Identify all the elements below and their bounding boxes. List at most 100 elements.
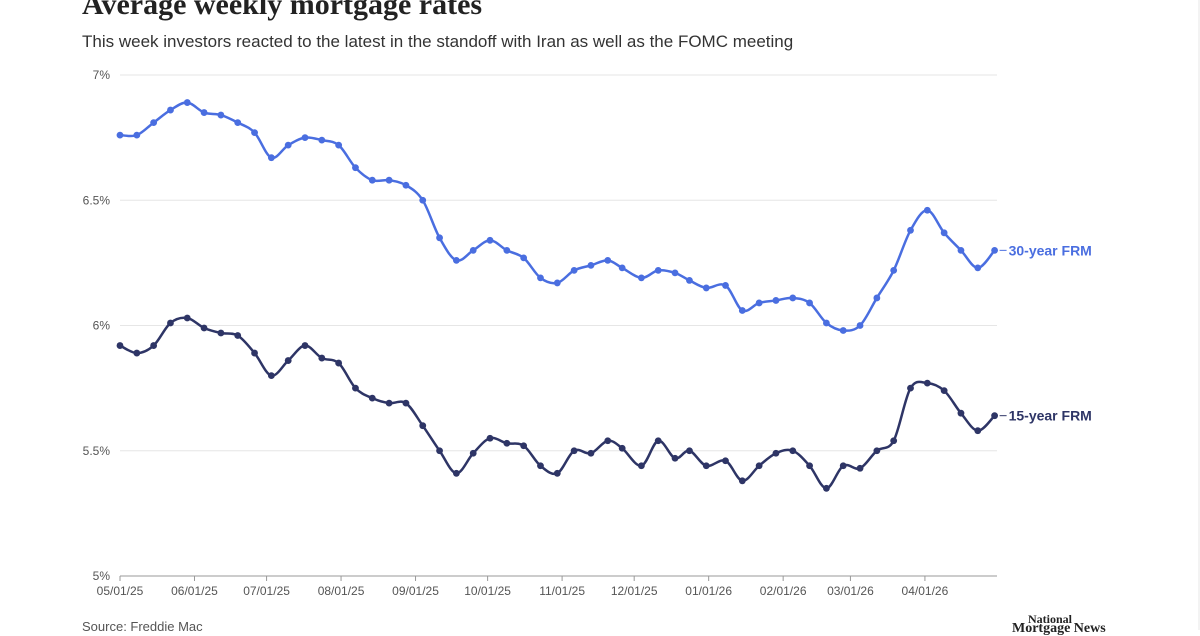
data-point-30-year-frm bbox=[352, 164, 359, 172]
data-point-15-year-frm bbox=[702, 462, 710, 470]
data-point-30-year-frm bbox=[873, 294, 881, 302]
data-point-15-year-frm bbox=[974, 427, 982, 435]
series-line-30-year-frm bbox=[119, 101, 996, 332]
data-point-30-year-frm bbox=[402, 181, 410, 189]
data-point-30-year-frm bbox=[772, 297, 780, 304]
x-tick-label: 06/01/25 bbox=[171, 584, 218, 598]
data-point-15-year-frm bbox=[839, 462, 847, 470]
data-point-30-year-frm bbox=[335, 141, 343, 149]
data-point-15-year-frm bbox=[335, 359, 343, 367]
logo-line-1: National bbox=[1028, 612, 1073, 626]
x-tick-label: 05/01/25 bbox=[97, 584, 144, 598]
data-point-15-year-frm bbox=[654, 437, 662, 445]
data-point-30-year-frm bbox=[116, 131, 124, 139]
data-point-30-year-frm bbox=[637, 274, 645, 282]
data-point-30-year-frm bbox=[654, 266, 662, 274]
data-point-30-year-frm bbox=[503, 246, 511, 254]
data-point-15-year-frm bbox=[553, 469, 561, 477]
data-point-30-year-frm bbox=[618, 264, 626, 272]
data-point-15-year-frm bbox=[200, 324, 208, 332]
data-point-30-year-frm bbox=[839, 327, 847, 334]
data-point-30-year-frm bbox=[722, 282, 729, 289]
data-point-30-year-frm bbox=[823, 319, 830, 327]
data-point-15-year-frm bbox=[991, 412, 998, 420]
data-point-30-year-frm bbox=[217, 111, 225, 119]
x-tick-label: 01/01/26 bbox=[685, 584, 732, 598]
data-point-15-year-frm bbox=[537, 462, 544, 470]
data-point-15-year-frm bbox=[957, 409, 965, 417]
data-point-30-year-frm bbox=[385, 176, 393, 184]
data-point-30-year-frm bbox=[251, 129, 258, 137]
data-point-15-year-frm bbox=[352, 384, 359, 392]
data-point-30-year-frm bbox=[486, 236, 494, 244]
data-point-15-year-frm bbox=[267, 372, 275, 379]
data-point-30-year-frm bbox=[452, 256, 460, 264]
data-point-30-year-frm bbox=[537, 274, 544, 282]
data-point-15-year-frm bbox=[469, 449, 477, 457]
data-point-15-year-frm bbox=[385, 399, 393, 407]
data-point-30-year-frm bbox=[702, 284, 710, 292]
data-point-30-year-frm bbox=[133, 131, 141, 139]
data-point-30-year-frm bbox=[957, 246, 965, 254]
data-point-30-year-frm bbox=[755, 299, 763, 307]
data-point-30-year-frm bbox=[553, 279, 561, 287]
data-point-15-year-frm bbox=[150, 342, 158, 349]
data-point-30-year-frm bbox=[907, 226, 914, 234]
data-point-15-year-frm bbox=[789, 447, 797, 455]
data-point-15-year-frm bbox=[587, 449, 595, 457]
data-point-15-year-frm bbox=[907, 384, 914, 392]
data-point-30-year-frm bbox=[284, 141, 292, 149]
source-note: Source: Freddie Mac bbox=[82, 619, 203, 634]
data-point-30-year-frm bbox=[234, 119, 242, 126]
data-point-15-year-frm bbox=[167, 319, 174, 327]
data-point-15-year-frm bbox=[637, 462, 645, 470]
data-point-30-year-frm bbox=[570, 266, 578, 274]
data-point-30-year-frm bbox=[856, 322, 864, 329]
data-point-30-year-frm bbox=[267, 154, 275, 162]
data-point-15-year-frm bbox=[923, 379, 931, 387]
data-point-15-year-frm bbox=[419, 422, 427, 430]
data-point-15-year-frm bbox=[452, 469, 460, 477]
data-point-15-year-frm bbox=[618, 444, 626, 452]
y-tick-label: 7% bbox=[93, 68, 111, 82]
frame-edge bbox=[1198, 0, 1200, 630]
data-point-15-year-frm bbox=[183, 314, 191, 322]
chart-title: Average weekly mortgage rates bbox=[82, 0, 483, 21]
data-point-30-year-frm bbox=[419, 196, 427, 204]
x-tick-label: 04/01/26 bbox=[902, 584, 949, 598]
data-point-15-year-frm bbox=[772, 449, 780, 457]
data-point-15-year-frm bbox=[823, 484, 830, 492]
logo-line-2: Mortgage News bbox=[1012, 621, 1106, 636]
data-point-30-year-frm bbox=[368, 176, 376, 184]
data-point-15-year-frm bbox=[503, 439, 511, 447]
data-point-30-year-frm bbox=[301, 134, 309, 142]
x-tick-label: 12/01/25 bbox=[611, 584, 658, 598]
series-label-15-year-frm: 15-year FRM bbox=[1009, 408, 1092, 424]
data-point-15-year-frm bbox=[318, 354, 326, 362]
data-point-15-year-frm bbox=[234, 332, 242, 339]
data-point-15-year-frm bbox=[738, 477, 746, 485]
data-point-30-year-frm bbox=[604, 256, 612, 264]
data-point-30-year-frm bbox=[806, 299, 813, 307]
data-point-15-year-frm bbox=[856, 464, 864, 472]
data-point-30-year-frm bbox=[991, 246, 998, 254]
data-point-15-year-frm bbox=[284, 357, 292, 364]
data-point-30-year-frm bbox=[671, 269, 679, 277]
data-point-30-year-frm bbox=[587, 261, 595, 269]
data-point-30-year-frm bbox=[940, 229, 948, 237]
y-tick-label: 6.5% bbox=[83, 193, 111, 207]
data-point-15-year-frm bbox=[570, 447, 578, 455]
data-point-30-year-frm bbox=[789, 294, 797, 302]
data-point-15-year-frm bbox=[755, 462, 763, 470]
data-point-30-year-frm bbox=[150, 119, 158, 126]
data-point-15-year-frm bbox=[368, 394, 376, 402]
series-layer: 30-year FRM 15-year FRM bbox=[116, 99, 1092, 492]
y-tick-label: 6% bbox=[93, 319, 111, 333]
data-point-30-year-frm bbox=[200, 109, 208, 116]
data-point-15-year-frm bbox=[251, 349, 258, 357]
data-point-15-year-frm bbox=[217, 329, 225, 337]
data-point-15-year-frm bbox=[940, 387, 948, 395]
x-tick-label: 11/01/25 bbox=[539, 584, 585, 598]
data-point-15-year-frm bbox=[604, 437, 612, 445]
